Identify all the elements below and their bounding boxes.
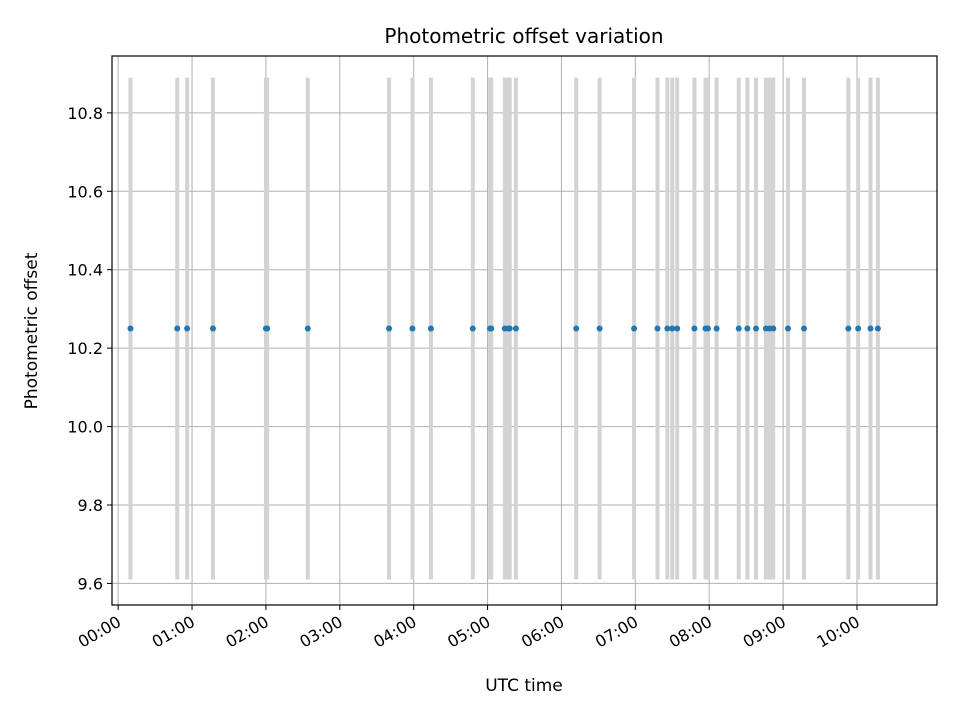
- plot-frame: [111, 55, 938, 606]
- data-point: [704, 325, 711, 332]
- data-point: [427, 325, 434, 332]
- data-point: [785, 325, 792, 332]
- data-point: [874, 325, 881, 332]
- x-tick-label: 10:00: [814, 612, 863, 652]
- y-tick-label: 10.6: [67, 182, 103, 201]
- data-point: [654, 325, 661, 332]
- y-tick-label: 10.0: [67, 418, 103, 437]
- data-point: [409, 325, 416, 332]
- data-point: [174, 325, 181, 332]
- grid: [112, 56, 937, 605]
- chart-title: Photometric offset variation: [384, 24, 663, 48]
- data-point: [855, 325, 862, 332]
- x-tick-label: 01:00: [149, 612, 198, 652]
- data-point: [713, 325, 720, 332]
- data-point: [386, 325, 393, 332]
- data-point: [801, 325, 808, 332]
- x-tick-label: 07:00: [592, 612, 641, 652]
- y-tick-label: 10.2: [67, 339, 103, 358]
- data-point: [770, 325, 777, 332]
- x-tick-label: 05:00: [444, 612, 493, 652]
- x-axis-label: UTC time: [485, 676, 563, 696]
- x-tick-label: 08:00: [666, 612, 715, 652]
- x-tick-label: 00:00: [75, 612, 124, 652]
- data-point: [631, 325, 638, 332]
- data-point: [488, 325, 495, 332]
- data-points: [127, 325, 881, 332]
- data-point: [744, 325, 751, 332]
- data-point: [209, 325, 216, 332]
- x-tick-label: 04:00: [370, 612, 419, 652]
- data-point: [469, 325, 476, 332]
- data-point: [674, 325, 681, 332]
- data-point: [752, 325, 759, 332]
- data-point: [127, 325, 134, 332]
- y-tick-label: 9.8: [78, 496, 103, 515]
- data-point: [735, 325, 742, 332]
- y-tick-label: 9.6: [78, 574, 103, 593]
- x-tick-label: 02:00: [222, 612, 271, 652]
- data-point: [264, 325, 271, 332]
- x-tick-label: 09:00: [740, 612, 789, 652]
- data-point: [867, 325, 874, 332]
- data-point: [512, 325, 519, 332]
- y-tick-label: 10.8: [67, 104, 103, 123]
- data-point: [506, 325, 513, 332]
- x-tick-label: 06:00: [518, 612, 567, 652]
- y-axis-label: Photometric offset: [22, 252, 42, 409]
- data-point: [691, 325, 698, 332]
- data-point: [304, 325, 311, 332]
- data-point: [573, 325, 580, 332]
- y-tick-label: 10.4: [67, 261, 103, 280]
- data-point: [845, 325, 852, 332]
- data-point: [664, 325, 671, 332]
- x-tick-label: 03:00: [296, 612, 345, 652]
- data-point: [669, 325, 676, 332]
- data-point: [184, 325, 191, 332]
- data-point: [596, 325, 603, 332]
